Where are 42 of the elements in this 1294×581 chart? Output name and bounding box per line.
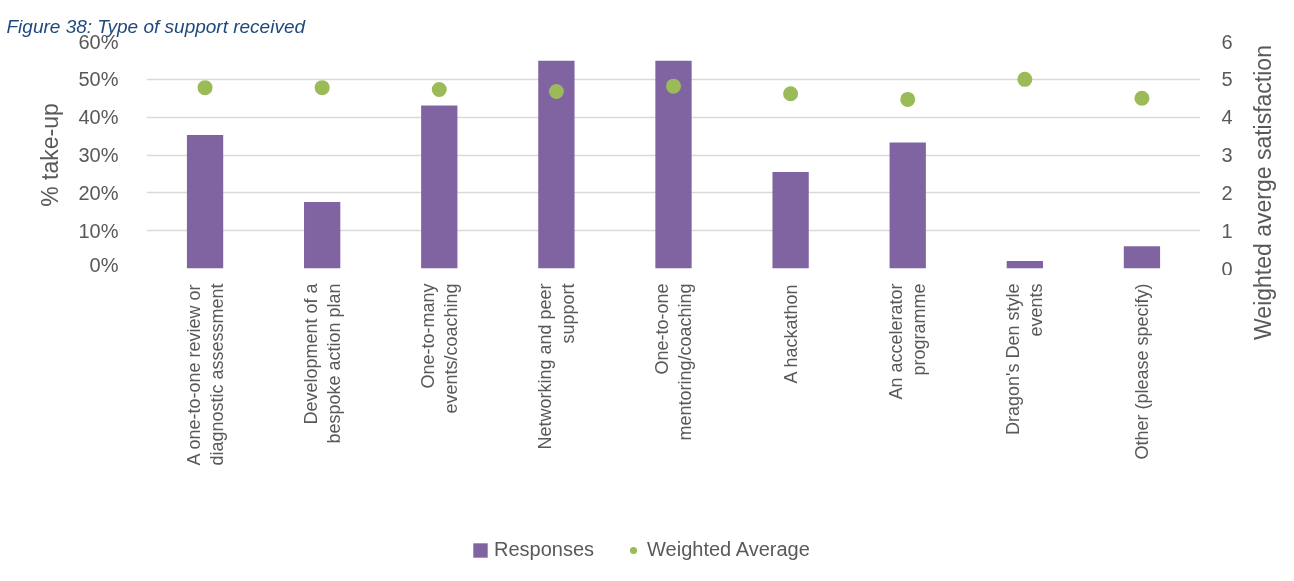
y2-tick-label: 6: [1221, 30, 1233, 53]
x-tick-label: An accelerator programme: [886, 283, 930, 400]
y2-tick-label: 1: [1221, 219, 1233, 242]
x-tick-label: Other (please specify): [1131, 283, 1152, 460]
point: [548, 83, 564, 99]
legend-label: Weighted Average: [647, 538, 810, 561]
y-tick-label: 20%: [78, 181, 119, 204]
bar: [421, 105, 458, 269]
point: [314, 80, 330, 96]
y-axis-title: % take-up: [37, 103, 64, 207]
bar: [655, 60, 692, 269]
x-tick-label: A one-to-one review or diagnostic assessment: [183, 283, 227, 466]
bar: [772, 172, 809, 269]
y2-axis-title: Weighted averge satisfaction: [1249, 45, 1276, 340]
y2-tick-label: 2: [1221, 181, 1233, 204]
x-tick-label: Dragon's Den style events: [1003, 283, 1047, 436]
point: [900, 91, 916, 107]
y-tick-label: 30%: [78, 144, 119, 166]
x-tick-label: Networking and peer support: [534, 283, 578, 450]
point: [1017, 71, 1033, 87]
bar: [1123, 246, 1161, 269]
bar: [889, 142, 926, 269]
point: [197, 80, 213, 96]
bar: [1006, 260, 1043, 269]
y-tick-label: 10%: [78, 219, 119, 242]
legend-label: Responses: [494, 538, 595, 561]
bar: [186, 134, 224, 269]
x-tick-label: Development of a bespoke action plan: [300, 282, 344, 444]
y-tick-label: 50%: [78, 68, 119, 91]
bar: [538, 60, 575, 269]
y2-tick-label: 4: [1221, 106, 1233, 129]
point: [666, 78, 681, 94]
y-tick-label: 40%: [78, 106, 119, 129]
y-tick-label: 0%: [89, 253, 119, 276]
bar: [304, 201, 341, 269]
y2-tick-label: 3: [1221, 144, 1233, 166]
point: [431, 82, 447, 98]
point: [783, 86, 799, 102]
point: [1134, 90, 1150, 106]
y2-tick-label: 0: [1221, 257, 1233, 280]
x-tick-label: A hackathon: [780, 284, 801, 384]
y2-tick-label: 5: [1221, 68, 1233, 91]
